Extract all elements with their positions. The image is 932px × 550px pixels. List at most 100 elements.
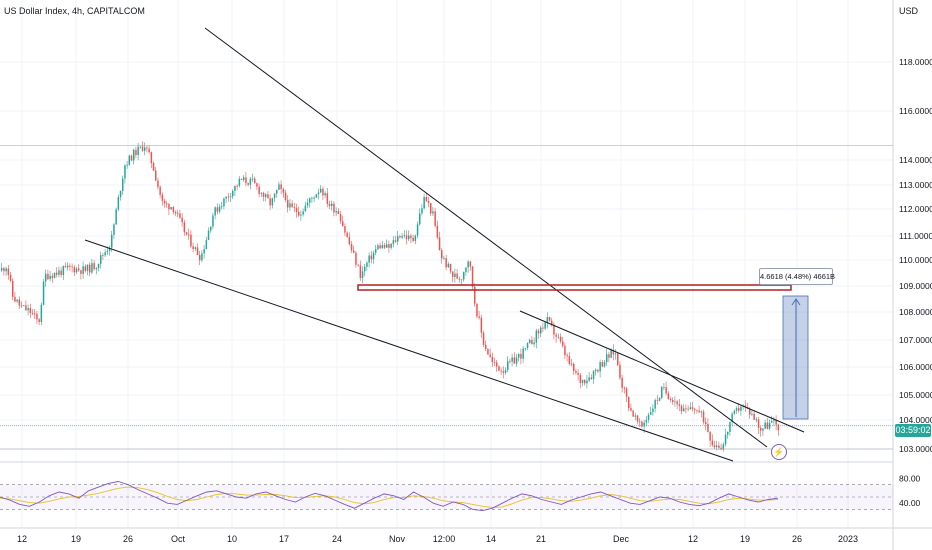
candle-body bbox=[333, 203, 335, 213]
candle bbox=[718, 441, 720, 450]
candle-body bbox=[183, 222, 186, 233]
candle bbox=[14, 292, 16, 303]
candle bbox=[280, 180, 282, 195]
candle-body bbox=[64, 266, 67, 268]
candle-body bbox=[203, 249, 205, 254]
candle-body bbox=[568, 356, 571, 364]
candle bbox=[711, 434, 714, 447]
candle bbox=[216, 203, 219, 215]
candle-body bbox=[707, 423, 709, 433]
candle bbox=[27, 304, 29, 316]
candle-body bbox=[599, 362, 601, 372]
candle bbox=[317, 188, 320, 200]
candle-body bbox=[625, 388, 628, 397]
candle-body bbox=[566, 355, 568, 357]
candle-body bbox=[606, 354, 608, 363]
candle-body bbox=[73, 267, 76, 273]
candle-body bbox=[449, 263, 452, 272]
candle-body bbox=[62, 266, 65, 276]
candle bbox=[82, 261, 84, 279]
candle bbox=[60, 267, 62, 278]
candle bbox=[755, 417, 758, 423]
candle-body bbox=[729, 422, 731, 432]
candle bbox=[471, 265, 474, 290]
candle-body bbox=[584, 379, 586, 384]
candle-body bbox=[590, 377, 593, 380]
candle-body bbox=[421, 208, 423, 214]
candle bbox=[485, 340, 487, 352]
candle-body bbox=[245, 177, 247, 184]
candle-body bbox=[210, 226, 212, 231]
candle bbox=[245, 172, 247, 187]
candle bbox=[634, 412, 637, 421]
candle bbox=[144, 142, 146, 156]
candle bbox=[309, 197, 311, 208]
candle bbox=[238, 176, 241, 188]
time-tick-label: 26 bbox=[123, 534, 133, 544]
candle bbox=[617, 352, 619, 367]
candle-body bbox=[335, 211, 337, 213]
candle bbox=[542, 322, 544, 333]
candle bbox=[425, 192, 428, 203]
candle bbox=[639, 418, 641, 427]
candle bbox=[632, 409, 634, 417]
candle-body bbox=[480, 317, 483, 333]
measure-tool-label[interactable]: 4.6618 (4.48%) 4661B bbox=[759, 268, 835, 285]
candle bbox=[322, 186, 324, 200]
candle-body bbox=[740, 406, 742, 411]
lightning-bolt-icon[interactable]: ⚡ bbox=[771, 444, 787, 460]
candle-body bbox=[256, 183, 258, 187]
candle-body bbox=[38, 319, 40, 323]
candle-body bbox=[27, 308, 29, 311]
candle bbox=[174, 210, 177, 217]
candle-body bbox=[260, 192, 263, 194]
candle-body bbox=[179, 213, 181, 218]
price-tick-label: 103.0000 bbox=[899, 444, 932, 454]
candle bbox=[36, 310, 38, 324]
candle-body bbox=[731, 413, 733, 423]
candle-body bbox=[601, 362, 604, 367]
candle bbox=[775, 415, 777, 431]
candle-body bbox=[441, 250, 443, 259]
candle-body bbox=[386, 244, 388, 248]
candle bbox=[597, 368, 599, 374]
candle bbox=[757, 416, 760, 434]
candle bbox=[150, 151, 153, 169]
candle-body bbox=[7, 268, 10, 275]
candle-body bbox=[166, 203, 168, 205]
candle bbox=[768, 419, 771, 431]
candle bbox=[601, 359, 604, 368]
candle bbox=[278, 181, 280, 190]
candle bbox=[69, 263, 71, 271]
candle-body bbox=[258, 186, 260, 194]
candle-body bbox=[665, 387, 667, 394]
candle bbox=[647, 412, 650, 423]
candle bbox=[667, 391, 670, 400]
price-tick-label: 112.0000 bbox=[899, 204, 932, 214]
time-tick-label: 24 bbox=[332, 534, 342, 544]
candle-body bbox=[458, 278, 461, 280]
candle bbox=[493, 357, 496, 367]
rsi-line bbox=[0, 481, 779, 512]
candle bbox=[370, 251, 373, 264]
candle bbox=[359, 260, 362, 281]
candle bbox=[214, 206, 216, 220]
candle bbox=[650, 406, 652, 415]
candle-body bbox=[31, 313, 34, 314]
candle bbox=[254, 176, 256, 184]
candle bbox=[696, 409, 698, 414]
candle bbox=[581, 379, 584, 387]
candle bbox=[86, 264, 89, 276]
candle-body bbox=[612, 349, 615, 355]
candle-body bbox=[67, 265, 69, 268]
candle bbox=[566, 352, 568, 362]
candle-body bbox=[284, 192, 287, 200]
candle bbox=[518, 353, 520, 362]
candle bbox=[702, 409, 705, 425]
candle-body bbox=[364, 266, 366, 272]
candle bbox=[185, 232, 188, 236]
candle bbox=[126, 161, 128, 169]
candle-body bbox=[298, 211, 300, 216]
candle-body bbox=[496, 362, 498, 367]
candle bbox=[405, 230, 408, 245]
